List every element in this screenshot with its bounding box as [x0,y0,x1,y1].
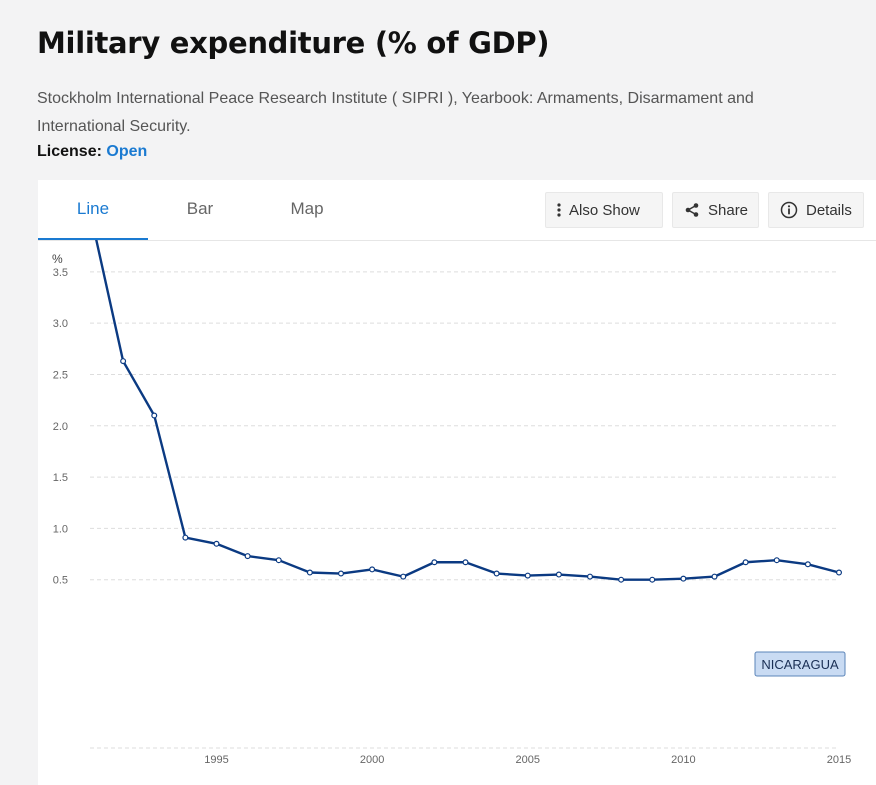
tab-map-label: Map [290,199,324,218]
y-tick-label: 3.5 [53,267,68,279]
series-tag-label: NICARAGUA [761,657,839,672]
data-point [524,572,531,579]
data-point [618,576,625,583]
source-citation: Stockholm International Peace Research I… [37,90,754,135]
tab-map[interactable]: Map [252,180,362,238]
share-label: Share [708,201,749,219]
also-show-button[interactable]: Also Show [545,192,663,228]
x-tick-label: 2010 [671,754,695,766]
details-button[interactable]: Details [768,192,864,228]
x-tick-label: 2015 [827,754,851,766]
data-point [244,553,251,560]
x-tick-label: 1995 [204,754,228,766]
tab-line-label: Line [76,199,110,218]
data-point [555,571,562,578]
data-point [275,557,282,564]
tab-line[interactable]: Line [38,180,148,240]
data-point [369,566,376,573]
data-point [804,561,811,568]
data-point [338,570,345,577]
line-chart: %0.51.01.52.02.53.03.54.0199520002005201… [52,240,851,766]
vertical-dots-icon [557,203,561,217]
also-show-label: Also Show [569,201,640,219]
data-point [493,570,500,577]
data-point [400,573,407,580]
data-point [306,569,313,576]
details-label: Details [806,201,852,219]
share-button[interactable]: Share [672,192,759,228]
y-tick-label: 3.0 [53,318,68,330]
data-point [680,575,687,582]
tab-bar-label: Bar [186,199,214,218]
data-point [773,557,780,564]
y-tick-label: 2.5 [53,369,68,381]
data-point [462,559,469,566]
y-tick-label: 1.5 [53,472,68,484]
share-icon [684,202,700,218]
data-point [586,573,593,580]
chart-tabs: Line Bar Map Also Show Share [38,180,876,241]
page-title: Military expenditure (% of GDP) [37,26,550,60]
data-point [431,559,438,566]
info-icon [780,201,798,219]
data-point [742,559,749,566]
y-axis-label: % [52,252,63,266]
series-tag [754,651,846,677]
data-point [182,534,189,541]
data-point [835,569,842,576]
x-tick-label: 2000 [360,754,384,766]
chart-card: Line Bar Map Also Show Share [38,180,876,785]
license-link[interactable]: Open [106,143,148,160]
x-tick-label: 2005 [516,754,540,766]
data-point [711,573,718,580]
data-point [120,358,127,365]
y-tick-label: 2.0 [53,421,68,433]
license-line: License: Open [37,143,147,161]
y-tick-label: 0.5 [53,575,68,587]
data-point [213,540,220,547]
y-tick-label: 1.0 [53,523,68,535]
data-point [649,576,656,583]
license-label: License: [37,143,102,160]
tab-bar[interactable]: Bar [145,180,255,238]
data-point [151,412,158,419]
